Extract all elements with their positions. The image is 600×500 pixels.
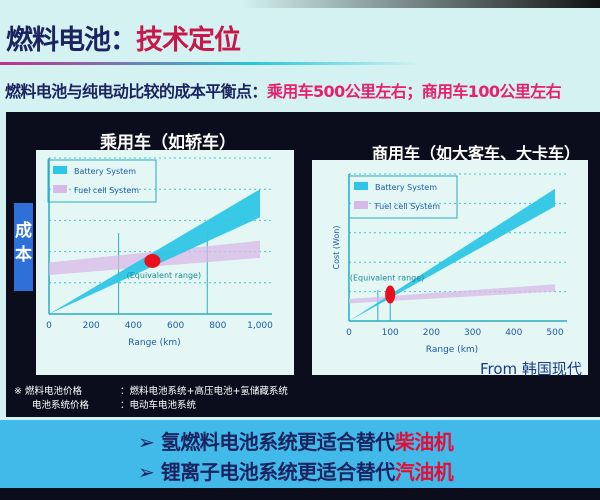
conclusion-1: ➢ 氢燃料电池系统更适合替代柴油机 <box>138 426 454 455</box>
equivalent-point-marker <box>385 285 396 304</box>
x-tick-label: 200 <box>83 321 100 331</box>
plot-background <box>312 160 588 375</box>
page-title: 燃料电池：技术定位 <box>6 18 241 57</box>
title-prefix: 燃料电池： <box>6 25 137 56</box>
chart-title-passenger: 乘用车（如轿车） <box>100 133 236 153</box>
subtitle-highlight: 乘用车500公里左右；商用车100公里左右 <box>266 82 562 101</box>
equivalent-range-label: (Equivalent range) <box>127 271 201 280</box>
conclusion-text: 氢燃料电池系统更适合替代 <box>160 430 396 454</box>
note-fuel-cell-label: ※ 燃料电池价格 <box>14 386 82 397</box>
conclusion-2: ➢ 锂离子电池系统更适合替代汽油机 <box>138 456 454 485</box>
x-tick-label: 0 <box>46 321 52 331</box>
note-fuel-cell-value: ：燃料电池系统+高压电池+氢储藏系统 <box>120 386 288 397</box>
source-credit: From 韩国现代 <box>480 360 582 378</box>
bullet-icon: ➢ <box>138 430 155 454</box>
x-tick-label: 500 <box>546 328 563 338</box>
x-tick-label: 400 <box>125 321 142 331</box>
note-battery-label: 电池系统价格 <box>32 400 90 411</box>
x-tick-label: 100 <box>382 328 399 338</box>
y-axis-label: Cost (Won) <box>332 226 341 270</box>
subtitle: 燃料电池与纯电动比较的成本平衡点：乘用车500公里左右；商用车100公里左右 <box>5 78 562 102</box>
chart-commercial: (Equivalent range) Battery System Fuel cel… <box>312 160 588 375</box>
fuel-cell-band <box>349 284 555 304</box>
x-tick-label: 200 <box>423 328 440 338</box>
x-tick-label: 0 <box>346 328 352 338</box>
legend-label: Fuel cell System <box>74 186 139 195</box>
x-tick-label: 300 <box>464 328 481 338</box>
title-highlight: 技术定位 <box>136 25 241 56</box>
bullet-icon: ➢ <box>138 460 155 484</box>
chart-passenger: (Equivalent range) Battery System Fuel cel… <box>36 150 294 375</box>
legend-label: Fuel cell System <box>375 202 440 211</box>
x-tick-label: 400 <box>505 328 522 338</box>
conclusion-highlight: 汽油机 <box>394 460 454 484</box>
x-axis-label: Range (km) <box>128 338 180 348</box>
legend-swatch <box>53 185 67 193</box>
x-tick-label: 1,000 <box>247 321 273 331</box>
x-tick-label: 600 <box>167 321 184 331</box>
subtitle-prefix: 燃料电池与纯电动比较的成本平衡点： <box>5 82 267 101</box>
x-axis-label: Range (km) <box>426 345 478 355</box>
top-edge <box>0 0 600 8</box>
legend-box <box>47 159 157 203</box>
conclusion-box: ➢ 氢燃料电池系统更适合替代柴油机 ➢ 锂离子电池系统更适合替代汽油机 <box>0 420 600 488</box>
bottom-edge <box>0 488 600 500</box>
equivalent-point-marker <box>144 253 161 268</box>
conclusion-text: 锂离子电池系统更适合替代 <box>160 460 396 484</box>
equivalent-range-label: (Equivalent range) <box>350 274 424 283</box>
legend-box <box>348 175 458 219</box>
legend-swatch <box>354 201 368 209</box>
note-battery-value: ：电动车电池系统 <box>120 400 197 411</box>
conclusion-highlight: 柴油机 <box>394 430 454 454</box>
chart-title-commercial: 商用车（如大客车、大卡车） <box>372 144 581 163</box>
legend-label: Battery System <box>375 183 437 192</box>
cost-label: 成本 <box>14 203 33 291</box>
legend-label: Battery System <box>74 167 136 176</box>
legend-swatch <box>53 166 67 174</box>
x-tick-label: 800 <box>209 321 226 331</box>
title-divider <box>0 62 420 65</box>
legend-swatch <box>354 182 368 190</box>
